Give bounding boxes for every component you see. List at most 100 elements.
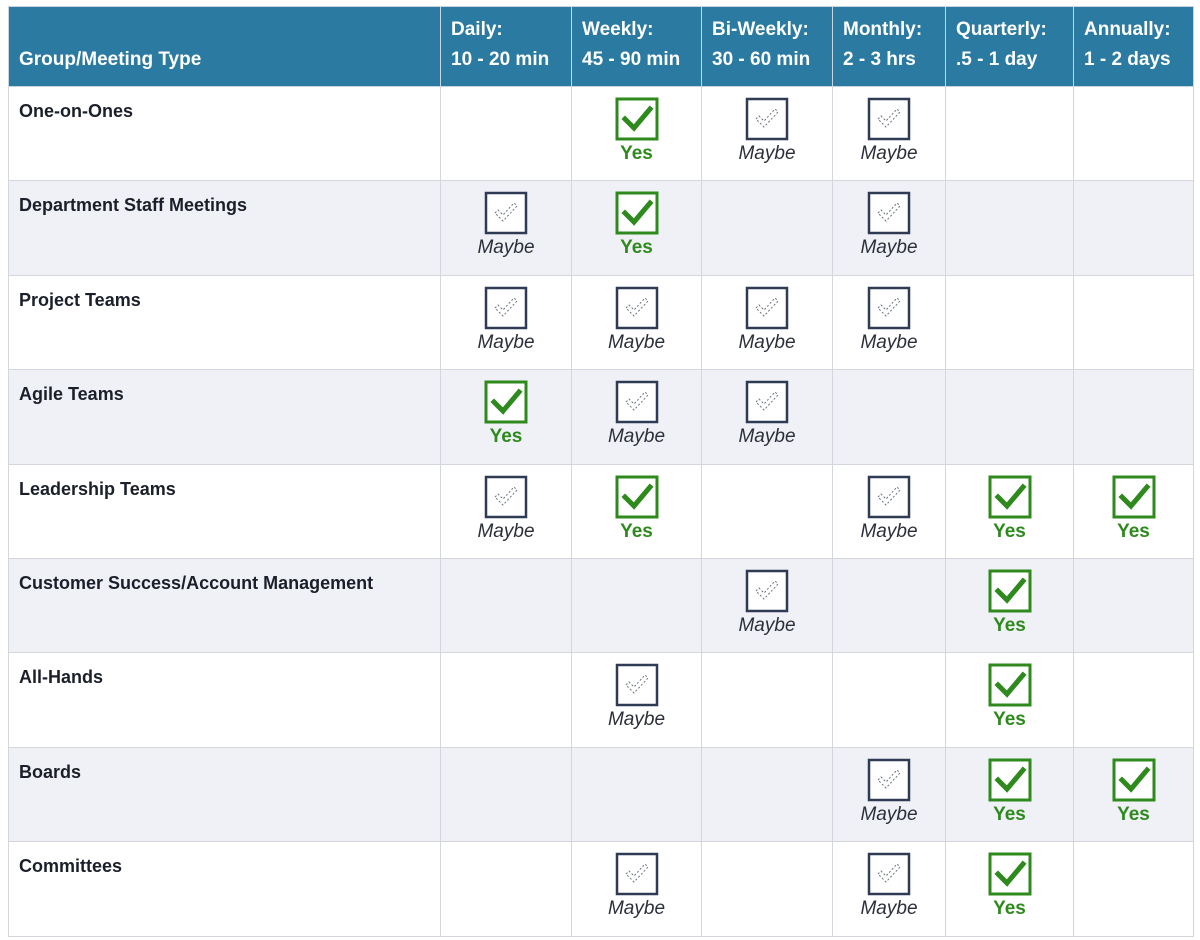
cell — [832, 652, 946, 748]
check-icon — [615, 97, 658, 141]
cell — [1073, 180, 1194, 276]
cell: Yes — [440, 369, 572, 465]
cell-label: Maybe — [738, 143, 796, 164]
maybe-icon — [615, 852, 658, 896]
cell — [945, 85, 1074, 182]
cell: Maybe — [701, 369, 833, 465]
meeting-table: Group/Meeting Type Daily: 10 - 20 min Weekl… — [8, 6, 1194, 937]
table-row: One-on-Ones Yes Maybe Maybe — [8, 85, 1194, 182]
cell — [1073, 85, 1194, 182]
cell: Yes — [1073, 746, 1194, 843]
table-row: Boards Maybe Yes Yes — [8, 746, 1194, 843]
header-line: 10 - 20 min — [451, 49, 550, 70]
maybe-icon — [867, 286, 911, 330]
row-name: Department Staff Meetings — [8, 180, 441, 276]
cell-label: Yes — [1117, 803, 1150, 825]
cell — [701, 841, 833, 937]
column-header: Daily: 10 - 20 min — [440, 6, 572, 87]
maybe-icon — [484, 192, 528, 235]
table-row: Department Staff Meetings Maybe Yes Maybe — [8, 180, 1194, 276]
column-header: Monthly: 2 - 3 hrs — [832, 6, 946, 87]
maybe-icon — [867, 475, 911, 518]
cell — [701, 746, 833, 843]
cell-label: Maybe — [860, 143, 918, 164]
cell: Maybe — [440, 463, 572, 559]
cell-label: Maybe — [860, 331, 918, 353]
maybe-icon — [745, 286, 789, 330]
cell — [440, 557, 572, 654]
table-body: One-on-Ones Yes Maybe Maybe Department Staff… — [8, 85, 1194, 937]
check-icon — [988, 475, 1031, 519]
cell-label: Maybe — [860, 898, 918, 920]
cell: Yes — [945, 463, 1074, 559]
table-row: Agile Teams Yes Maybe Maybe — [8, 369, 1194, 465]
cell: Maybe — [832, 274, 946, 371]
cell: Maybe — [701, 557, 833, 654]
header-line: Daily: — [451, 19, 503, 40]
cell — [945, 274, 1074, 371]
maybe-icon — [867, 852, 911, 896]
maybe-icon — [745, 97, 789, 141]
header-line: Quarterly: — [956, 19, 1047, 40]
cell-label: Maybe — [860, 520, 918, 542]
row-name: Project Teams — [8, 274, 441, 371]
column-header: Weekly: 45 - 90 min — [571, 6, 702, 87]
maybe-icon — [867, 192, 911, 235]
cell-label: Yes — [993, 520, 1026, 542]
cell — [1073, 274, 1194, 371]
cell — [701, 180, 833, 276]
cell: Maybe — [440, 180, 572, 276]
cell: Maybe — [832, 85, 946, 182]
cell: Yes — [571, 180, 702, 276]
cell-label: Maybe — [860, 237, 918, 259]
cell-label: Yes — [993, 898, 1026, 920]
cell-label: Yes — [620, 520, 653, 542]
check-icon — [615, 475, 658, 519]
cell — [1073, 369, 1194, 465]
cell-label: Maybe — [477, 331, 535, 353]
cell: Yes — [945, 746, 1074, 843]
cell: Maybe — [701, 85, 833, 182]
cell-label: Maybe — [738, 426, 796, 448]
row-name: Committees — [8, 841, 441, 937]
header-line: .5 - 1 day — [956, 49, 1038, 70]
column-header: Bi-Weekly: 30 - 60 min — [701, 6, 833, 87]
cell-label: Maybe — [607, 709, 666, 731]
cell: Maybe — [571, 652, 702, 748]
cell-label: Yes — [489, 426, 523, 448]
maybe-icon — [484, 475, 528, 518]
cell — [1073, 557, 1194, 654]
maybe-icon — [867, 97, 911, 141]
header-line: 30 - 60 min — [712, 49, 811, 70]
cell-label: Maybe — [477, 237, 535, 259]
row-name: Boards — [8, 746, 441, 843]
maybe-icon — [615, 664, 658, 707]
cell-label: Maybe — [738, 331, 796, 353]
cell-label: Maybe — [607, 331, 666, 353]
header-line: Bi-Weekly: — [712, 19, 809, 40]
check-icon — [988, 569, 1031, 613]
check-icon — [1112, 475, 1155, 519]
cell-label: Yes — [993, 803, 1026, 825]
check-icon — [988, 758, 1031, 802]
header-line: Group/Meeting Type — [19, 49, 202, 70]
cell — [832, 557, 946, 654]
cell-label: Yes — [1117, 520, 1150, 542]
cell — [440, 652, 572, 748]
cell — [440, 746, 572, 843]
check-icon — [1112, 758, 1155, 802]
header-line: 1 - 2 days — [1084, 49, 1171, 70]
check-icon — [988, 663, 1031, 707]
cell-label: Maybe — [607, 898, 666, 920]
cell-label: Yes — [620, 143, 653, 164]
header-line: 2 - 3 hrs — [843, 49, 916, 70]
row-name: Customer Success/Account Management — [8, 557, 441, 654]
column-header: Annually: 1 - 2 days — [1073, 6, 1194, 87]
cell: Yes — [945, 841, 1074, 937]
table-row: Leadership Teams Maybe Yes Maybe Yes Yes — [8, 463, 1194, 559]
cell: Maybe — [571, 369, 702, 465]
header-line: Weekly: — [582, 19, 654, 40]
cell: Yes — [571, 85, 702, 182]
row-name: Leadership Teams — [8, 463, 441, 559]
